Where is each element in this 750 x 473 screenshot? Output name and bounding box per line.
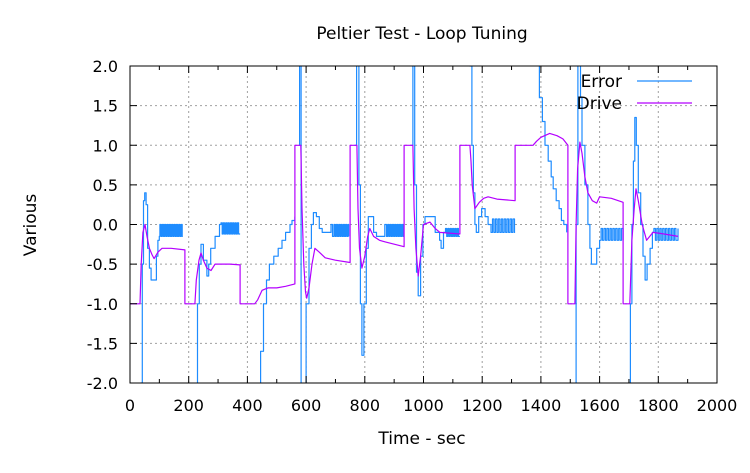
y-tick-label: -1.5 — [87, 334, 118, 353]
y-tick-label: -1.0 — [87, 295, 118, 314]
series-line-drive — [130, 132, 679, 305]
x-tick-label: 1200 — [462, 396, 503, 415]
ticks: 0 200 400 600 800 1000 1200 1400 1600 1800 2000 -2.… — [87, 57, 738, 415]
x-axis-label: Time - sec — [377, 429, 465, 449]
x-tick-label: 1800 — [638, 396, 679, 415]
y-tick-label: -2.0 — [87, 374, 118, 393]
x-tick-label: 200 — [173, 396, 204, 415]
x-tick-label: 800 — [350, 396, 381, 415]
x-tick-label: 1400 — [521, 396, 562, 415]
x-tick-label: 1600 — [579, 396, 620, 415]
legend-label-drive: Drive — [577, 94, 622, 114]
y-tick-label: 2.0 — [93, 57, 118, 76]
y-tick-label: 1.0 — [93, 136, 118, 155]
x-tick-label: 0 — [125, 396, 135, 415]
series-layer — [130, 66, 679, 383]
y-tick-label: 1.5 — [93, 97, 118, 116]
x-tick-label: 1000 — [403, 396, 444, 415]
chart-title: Peltier Test - Loop Tuning — [316, 24, 527, 44]
y-tick-label: 0.0 — [93, 216, 118, 235]
y-axis-label: Various — [21, 194, 41, 257]
legend-label-error: Error — [581, 72, 622, 92]
x-tick-label: 600 — [291, 396, 322, 415]
y-tick-label: -0.5 — [87, 255, 118, 274]
y-tick-label: 0.5 — [93, 176, 118, 195]
x-tick-label: 2000 — [697, 396, 738, 415]
x-tick-label: 400 — [232, 396, 263, 415]
